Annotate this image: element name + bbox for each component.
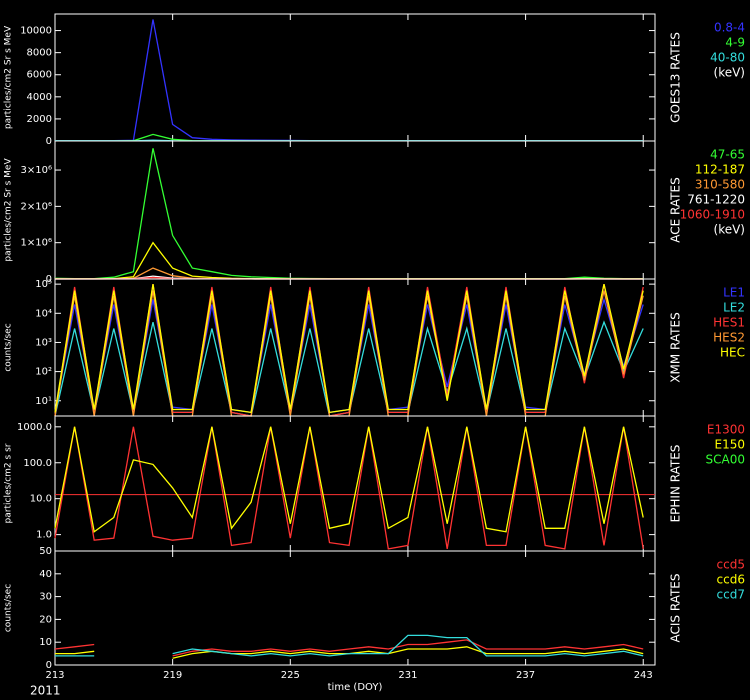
y-tick-label: 100.0 bbox=[23, 458, 52, 469]
x-tick-label: 213 bbox=[45, 670, 64, 681]
plot-frame bbox=[54, 550, 656, 666]
series-line bbox=[54, 426, 644, 550]
y-axis-label: counts/sec bbox=[4, 323, 14, 371]
legend-entry: 1060-1910 bbox=[680, 208, 745, 222]
x-tick-label: 237 bbox=[516, 670, 535, 681]
y-tick-label: 40 bbox=[39, 569, 52, 580]
series-line bbox=[54, 639, 644, 657]
y-axis-label: particles/cm2 s sr bbox=[4, 443, 14, 523]
legend-entry: 310-580 bbox=[695, 178, 745, 192]
y-tick-label: 0 bbox=[46, 136, 52, 147]
y-tick-label: 0 bbox=[46, 660, 52, 671]
legend-entry: ccd7 bbox=[717, 588, 745, 602]
legend-entry: 112-187 bbox=[695, 163, 745, 177]
legend-entry: 47-65 bbox=[710, 148, 745, 162]
y-tick-label: 10.0 bbox=[30, 494, 52, 505]
y-tick-label: 10² bbox=[35, 367, 52, 378]
y-tick-label: 3×10⁶ bbox=[21, 165, 52, 176]
y-tick-label: 0 bbox=[46, 274, 52, 285]
y-axis-label: counts/sec bbox=[4, 584, 14, 632]
legend-entry: HEC bbox=[720, 346, 745, 360]
panel-label: ACE RATES bbox=[669, 177, 683, 242]
legend-units: (keV) bbox=[714, 223, 745, 237]
panel-label: ACIS RATES bbox=[669, 573, 683, 642]
y-tick-label: 10⁵ bbox=[35, 279, 52, 290]
legend-entry: E1300 bbox=[707, 423, 745, 437]
panel-label: EPHIN RATES bbox=[669, 445, 683, 523]
y-tick-label: 1000.0 bbox=[17, 422, 52, 433]
legend-entry: 4-9 bbox=[725, 36, 745, 50]
plot-frame bbox=[54, 415, 656, 552]
y-tick-label: 20 bbox=[39, 614, 52, 625]
y-axis-label: particles/cm2 Sr s MeV bbox=[4, 158, 14, 262]
x-tick-label: 231 bbox=[398, 670, 417, 681]
plot-frame bbox=[54, 13, 656, 142]
legend-entry: 0.8-4 bbox=[714, 21, 745, 35]
x-tick-label: 219 bbox=[163, 670, 182, 681]
y-tick-label: 4000 bbox=[27, 92, 52, 103]
legend-entry: LE2 bbox=[723, 301, 745, 315]
legend-entry: 40-80 bbox=[710, 51, 745, 65]
y-tick-label: 6000 bbox=[27, 70, 52, 81]
series-line bbox=[55, 634, 644, 657]
series-line bbox=[55, 646, 644, 659]
y-tick-label: 2000 bbox=[27, 114, 52, 125]
y-tick-label: 10000 bbox=[20, 26, 52, 37]
legend-entry: ccd6 bbox=[717, 573, 745, 587]
legend-entry: ccd5 bbox=[717, 558, 745, 572]
legend-entry: SCA00 bbox=[706, 453, 745, 467]
x-tick-label: 225 bbox=[281, 670, 300, 681]
legend-entry: HES1 bbox=[713, 316, 745, 330]
y-tick-label: 30 bbox=[39, 592, 52, 603]
y-tick-label: 10¹ bbox=[35, 396, 52, 407]
y-tick-label: 1×10⁶ bbox=[21, 238, 52, 249]
y-tick-label: 10³ bbox=[35, 337, 52, 348]
panel-label: XMM RATES bbox=[669, 312, 683, 382]
y-tick-label: 1.0 bbox=[36, 530, 52, 541]
legend-entry: 761-1220 bbox=[687, 193, 745, 207]
panel-label: GOES13 RATES bbox=[669, 32, 683, 123]
x-tick-label: 243 bbox=[634, 670, 653, 681]
year-label: 2011 bbox=[30, 684, 61, 698]
y-tick-label: 10 bbox=[39, 637, 52, 648]
legend-units: (keV) bbox=[714, 66, 745, 80]
legend-entry: HES2 bbox=[713, 331, 745, 345]
y-tick-label: 2×10⁶ bbox=[21, 201, 52, 212]
plot-frame bbox=[54, 140, 656, 280]
series-line bbox=[54, 426, 644, 533]
y-tick-label: 10⁴ bbox=[35, 308, 52, 319]
series-line bbox=[54, 320, 644, 417]
x-axis-label: time (DOY) bbox=[328, 682, 383, 693]
series-line bbox=[54, 283, 644, 414]
series-line bbox=[54, 19, 644, 142]
y-tick-label: 50 bbox=[39, 546, 52, 557]
legend-entry: LE1 bbox=[723, 286, 745, 300]
y-axis-label: particles/cm2 Sr s MeV bbox=[4, 25, 14, 129]
legend-entry: E150 bbox=[715, 438, 746, 452]
y-tick-label: 8000 bbox=[27, 48, 52, 59]
